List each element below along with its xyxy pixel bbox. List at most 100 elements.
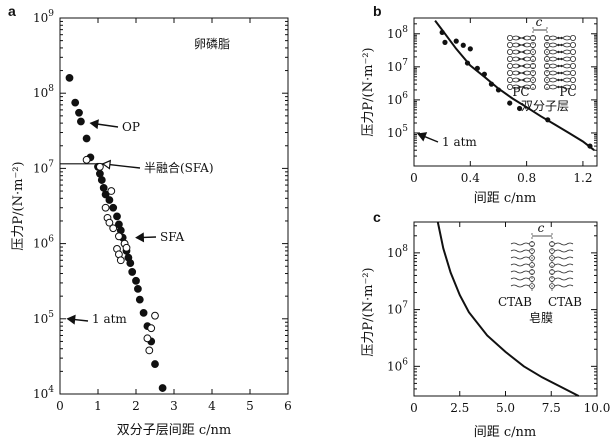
data-point: [442, 39, 448, 45]
pc-right-outer-tail: [557, 42, 571, 46]
pc-left-outer-headgroup: [506, 49, 513, 56]
panel-a-inset-label: 卵磷脂: [194, 36, 230, 51]
pc-right-outer-tail: [557, 86, 571, 90]
ctab-left-tail: [510, 242, 530, 246]
pc-right-outer-headgroup: [570, 77, 577, 84]
pc-right-outer-headgroup: [570, 49, 577, 56]
ctab-right-tail: [554, 270, 574, 274]
x-tick-label: 6: [284, 399, 292, 413]
data-point-filled: [134, 284, 142, 293]
data-point-filled: [77, 117, 85, 126]
ctab-film-diagram: c CTAB CTAB 皂膜: [498, 221, 582, 325]
arrow-1atm-b-head: [417, 132, 428, 142]
data-point-open: [151, 311, 159, 320]
pc-right-outer-tail: [557, 77, 571, 81]
x-tick-label: 0: [56, 399, 64, 413]
y-tick-label: 107: [387, 301, 408, 317]
x-tick-label: 0: [410, 171, 418, 185]
annotation-1atm-b: 1 atm: [442, 135, 477, 149]
data-point-filled: [126, 259, 135, 268]
data-point: [488, 81, 495, 87]
annotation-hemifusion: 半融合(SFA): [144, 160, 214, 175]
data-point-open: [147, 324, 156, 333]
annotation-1atm-a: 1 atm: [92, 312, 127, 326]
data-point: [481, 71, 487, 77]
pc-left-outer-headgroup: [506, 35, 513, 42]
data-point-filled: [109, 203, 118, 212]
pc-right-outer-tail: [557, 35, 571, 39]
ctab-left-tail: [510, 270, 530, 274]
data-point-filled: [65, 73, 74, 82]
panel-b-label: b: [373, 3, 382, 19]
data-point-open: [122, 243, 131, 252]
pc-left-outer-tail: [512, 37, 526, 41]
pc-left-outer-headgroup: [506, 84, 513, 91]
panel-b: b 0 0.4 0.8 1.2 105 106 107 108 间距 c/nm 压力P/(N·…: [361, 3, 598, 206]
panel-c-xlabel: 间距 c/nm: [474, 425, 537, 440]
y-tick-label: 106: [387, 357, 408, 373]
arrow-op-head: [89, 119, 99, 130]
y-tick-label: 106: [33, 235, 54, 251]
ctab-right-tail: [554, 256, 574, 260]
data-point: [545, 117, 551, 123]
x-tick-label: 5: [246, 399, 254, 413]
data-point: [587, 143, 593, 149]
data-point-open: [82, 155, 91, 164]
panel-a-marks: [60, 73, 167, 392]
data-point-open: [115, 232, 123, 241]
data-point-open: [107, 187, 116, 195]
data-point: [507, 100, 513, 106]
y-tick-label: 107: [33, 159, 54, 175]
pc-left-outer-tail: [512, 65, 526, 69]
data-point-filled: [135, 295, 144, 304]
fit-curve: [434, 19, 595, 151]
panel-a-label: a: [8, 3, 16, 19]
data-point: [495, 87, 502, 93]
panel-c-frame: [413, 221, 598, 397]
data-point-filled: [97, 176, 106, 184]
data-point: [453, 38, 459, 44]
pc-right-outer-headgroup: [570, 84, 577, 91]
pc-left-outer-headgroup: [506, 70, 513, 77]
x-tick-label: 4: [208, 399, 216, 413]
pc-right-outer-headgroup: [570, 70, 577, 77]
panel-b-marks: [417, 19, 595, 151]
x-tick-label: 0.8: [517, 171, 536, 185]
panel-c-ticks: 0 2.5 5.0 7.5 10.0 106 107 108: [387, 222, 610, 415]
annotation-sfa: SFA: [160, 230, 185, 244]
ctab-left-label: CTAB: [498, 295, 532, 309]
x-tick-label: 3: [170, 399, 178, 413]
pc-left-outer-tail: [512, 79, 526, 83]
pc-left-outer-headgroup: [506, 42, 513, 49]
pc-right-outer-tail: [557, 72, 571, 76]
panel-c-marks: [436, 221, 580, 397]
data-point: [460, 42, 466, 48]
annotation-op: OP: [122, 120, 140, 134]
pc-bilayer-diagram: c PC PC 双分子层: [506, 15, 577, 113]
x-tick-label: 5.0: [496, 401, 515, 415]
data-point-open: [143, 334, 152, 343]
pc-right-outer-tail: [557, 37, 571, 41]
ctab-left-tail: [510, 277, 530, 281]
pc-right-outer-tail: [557, 58, 571, 62]
pc-gap-label: c: [536, 15, 543, 29]
ctab-right-tail: [554, 284, 574, 288]
panel-b-ylabel: 压力P/(N·m⁻²): [361, 47, 376, 136]
pc-right-outer-headgroup: [570, 56, 577, 63]
data-point-filled: [105, 196, 114, 204]
pc-right-outer-tail: [557, 79, 571, 83]
panel-b-ticks: 0 0.4 0.8 1.2 105 106 107 108: [387, 18, 597, 185]
pc-left-outer-tail: [512, 51, 526, 55]
ctab-left-tail: [510, 263, 530, 267]
y-tick-label: 104: [33, 385, 54, 401]
data-point: [467, 46, 473, 52]
data-point-filled: [113, 212, 121, 221]
data-point-filled: [75, 108, 83, 117]
pc-right-outer-headgroup: [570, 35, 577, 42]
ctab-left-tail: [510, 284, 530, 288]
x-tick-label: 10.0: [584, 401, 610, 415]
ctab-left-tail: [510, 249, 530, 253]
data-point: [474, 65, 480, 71]
pc-left-outer-headgroup: [506, 63, 513, 70]
